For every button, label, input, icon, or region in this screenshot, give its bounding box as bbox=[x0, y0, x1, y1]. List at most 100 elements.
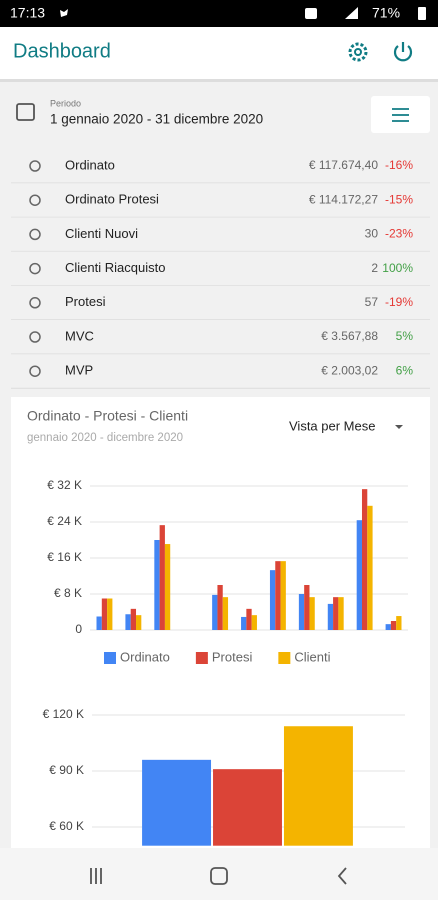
metric-row bbox=[11, 149, 430, 183]
app-bar-shadow bbox=[0, 79, 438, 82]
bar bbox=[212, 594, 218, 630]
chart-subtitle: gennaio 2020 - dicembre 2020 bbox=[27, 432, 183, 444]
bar bbox=[246, 608, 252, 630]
metric-value: 30 bbox=[365, 227, 379, 241]
metric-value: 2 bbox=[371, 261, 378, 275]
view-selector[interactable]: Vista per Mese bbox=[289, 418, 375, 433]
bar bbox=[164, 544, 171, 630]
metric-row bbox=[11, 183, 430, 218]
bar bbox=[361, 489, 368, 630]
bar bbox=[222, 597, 229, 630]
navigation-bar bbox=[0, 848, 438, 900]
y-tick-label: € 120 K bbox=[43, 707, 84, 721]
recent-apps-button[interactable] bbox=[90, 868, 102, 884]
navigation-bar-bg bbox=[0, 848, 438, 900]
metric-value: € 117.674,40 bbox=[309, 158, 379, 172]
bar bbox=[217, 585, 223, 630]
metric-value: € 3.567,88 bbox=[321, 329, 378, 343]
metric-row bbox=[11, 217, 430, 252]
bar bbox=[390, 621, 397, 630]
bar bbox=[96, 616, 102, 630]
home-button[interactable] bbox=[210, 867, 228, 885]
y-tick-label: € 8 K bbox=[54, 586, 82, 600]
metric-icon bbox=[29, 262, 41, 275]
logout-button[interactable] bbox=[393, 42, 413, 62]
filter-button[interactable] bbox=[371, 96, 430, 133]
status-icon bbox=[305, 8, 317, 19]
bar bbox=[338, 597, 344, 630]
metric-label: MVP bbox=[65, 363, 93, 378]
metric-icon bbox=[29, 228, 41, 241]
metric-row bbox=[11, 251, 430, 286]
settings-button[interactable] bbox=[348, 42, 368, 62]
chart-title: Ordinato - Protesi - Clienti bbox=[27, 408, 188, 424]
bar bbox=[142, 759, 212, 846]
bar bbox=[304, 585, 310, 630]
status-time: 17:13 bbox=[10, 5, 45, 21]
metric-change: -16% bbox=[385, 158, 413, 172]
metric-row bbox=[11, 285, 430, 320]
bar bbox=[275, 561, 281, 630]
bar bbox=[213, 769, 282, 846]
bar bbox=[159, 525, 165, 630]
metric-value: € 114.172,27 bbox=[309, 192, 379, 206]
metric-label: Clienti Nuovi bbox=[65, 226, 138, 241]
bar bbox=[356, 520, 362, 630]
bar bbox=[298, 594, 305, 630]
period-range: 1 gennaio 2020 - 31 dicembre 2020 bbox=[50, 112, 263, 127]
metric-icon bbox=[29, 297, 41, 309]
metric-change: 100% bbox=[382, 261, 413, 275]
metric-row bbox=[11, 320, 430, 354]
legend-swatch bbox=[278, 652, 291, 664]
metric-change: -23% bbox=[385, 227, 413, 241]
metric-change: -15% bbox=[385, 192, 413, 206]
legend-label: Clienti bbox=[294, 649, 330, 664]
legend-swatch bbox=[104, 652, 116, 664]
y-tick-label: € 24 K bbox=[47, 514, 82, 528]
legend-label: Protesi bbox=[212, 649, 253, 664]
metric-change: -19% bbox=[385, 295, 413, 309]
metric-label: MVC bbox=[65, 328, 94, 343]
app-title: Dashboard bbox=[13, 40, 111, 62]
metric-row bbox=[11, 354, 430, 389]
dropdown-arrow bbox=[395, 425, 403, 429]
metric-label: Clienti Riacquisto bbox=[65, 260, 165, 275]
bar bbox=[309, 597, 315, 630]
metric-icon bbox=[29, 160, 41, 172]
period-label: Periodo bbox=[50, 98, 81, 108]
battery-icon bbox=[418, 7, 426, 20]
bar bbox=[327, 603, 334, 630]
y-tick-label: 0 bbox=[75, 622, 82, 636]
metric-value: 57 bbox=[365, 295, 379, 309]
metric-icon bbox=[29, 194, 41, 206]
status-battery: 71% bbox=[372, 5, 400, 21]
back-button[interactable] bbox=[337, 867, 347, 885]
bar bbox=[396, 616, 402, 630]
metric-label: Ordinato bbox=[65, 157, 115, 172]
metric-icon bbox=[29, 365, 41, 377]
bar bbox=[130, 608, 137, 630]
metric-change: 5% bbox=[396, 329, 414, 343]
legend-swatch bbox=[195, 652, 208, 664]
y-tick-label: € 16 K bbox=[47, 550, 82, 564]
bar bbox=[154, 540, 160, 630]
metric-value: € 2.003,02 bbox=[321, 363, 378, 377]
bar bbox=[283, 726, 353, 846]
y-tick-label: € 60 K bbox=[49, 819, 84, 833]
metric-change: 6% bbox=[396, 363, 414, 377]
calendar-icon bbox=[16, 103, 35, 121]
bar bbox=[280, 561, 286, 630]
bar bbox=[333, 597, 339, 630]
bar bbox=[367, 505, 373, 630]
bar bbox=[385, 624, 391, 630]
bar bbox=[241, 616, 247, 630]
bar bbox=[101, 598, 108, 630]
bar bbox=[269, 570, 276, 630]
y-tick-label: € 90 K bbox=[49, 763, 84, 777]
content: 17:13 71% Dashboard Periodo 1 gennaio 20… bbox=[0, 0, 438, 857]
metric-label: Ordinato Protesi bbox=[65, 192, 159, 207]
status-bar bbox=[0, 0, 438, 27]
metric-label: Protesi bbox=[65, 294, 106, 309]
